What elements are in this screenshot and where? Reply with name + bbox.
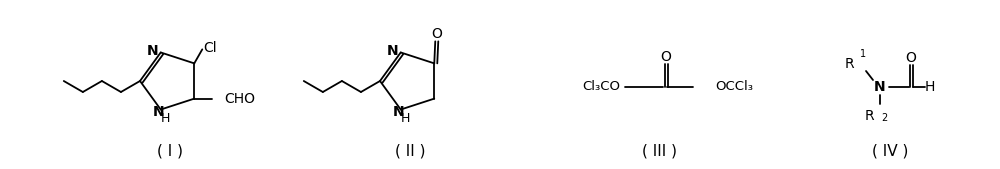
Text: 1: 1	[860, 49, 866, 59]
Text: H: H	[401, 112, 410, 125]
Text: R: R	[864, 109, 874, 123]
Text: Cl: Cl	[203, 41, 217, 55]
Text: N: N	[387, 44, 399, 58]
Text: H: H	[925, 80, 935, 94]
Text: N: N	[393, 105, 405, 118]
Text: R: R	[844, 57, 854, 71]
Text: N: N	[874, 80, 886, 94]
Text: O: O	[661, 50, 671, 64]
Text: N: N	[153, 105, 165, 118]
Text: CHO: CHO	[224, 92, 255, 106]
Text: ( II ): ( II )	[395, 143, 425, 159]
Text: O: O	[906, 51, 916, 65]
Text: Cl₃CO: Cl₃CO	[582, 80, 620, 93]
Text: O: O	[431, 27, 442, 41]
Text: H: H	[161, 112, 170, 125]
Text: N: N	[147, 44, 159, 58]
Text: ( IV ): ( IV )	[872, 143, 908, 159]
Text: 2: 2	[881, 113, 887, 123]
Text: OCCl₃: OCCl₃	[715, 80, 753, 93]
Text: ( I ): ( I )	[157, 143, 183, 159]
Text: ( III ): ( III )	[642, 143, 678, 159]
